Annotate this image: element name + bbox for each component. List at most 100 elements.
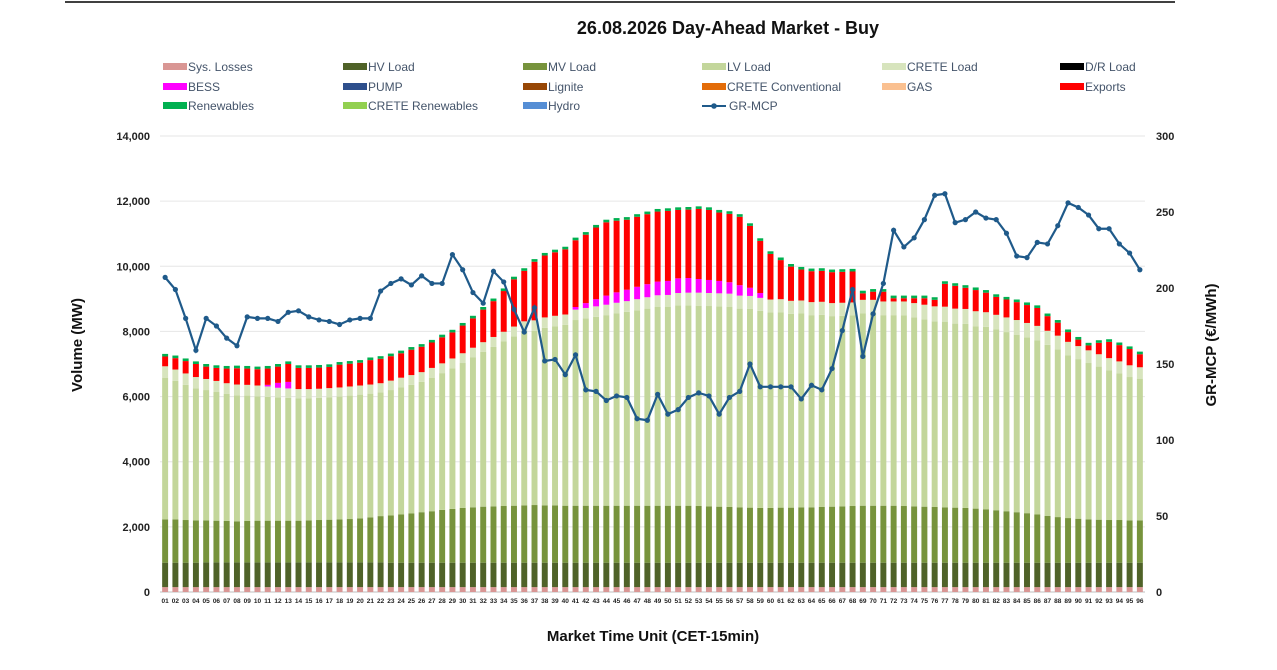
bar-segment	[233, 562, 240, 588]
bar-segment	[808, 587, 815, 592]
bar-segment	[746, 507, 753, 563]
bar-segment	[685, 505, 692, 563]
bar-segment	[1126, 349, 1133, 366]
bar-segment	[1065, 332, 1072, 342]
bar-segment	[1085, 350, 1092, 364]
bar-segment	[839, 269, 846, 272]
bar-segment	[1013, 302, 1020, 321]
bar-segment	[264, 396, 271, 521]
bar-segment	[654, 281, 661, 296]
bar-segment	[685, 562, 692, 588]
bar-segment	[664, 587, 671, 592]
bar-segment	[459, 353, 466, 364]
mcp-point	[552, 356, 558, 363]
bar-segment	[552, 315, 559, 327]
bar-segment	[233, 368, 240, 385]
bar-segment	[931, 297, 938, 300]
bar-segment	[244, 587, 251, 592]
bar-segment	[746, 287, 753, 296]
bar-segment	[982, 312, 989, 327]
legend-marker	[711, 103, 717, 109]
bar-segment	[172, 358, 179, 370]
bar-segment	[870, 587, 877, 592]
x-tick-label: 15	[305, 598, 313, 605]
bar-segment	[664, 562, 671, 588]
bar-segment	[870, 291, 877, 300]
bar-segment	[777, 562, 784, 588]
bar-segment	[203, 520, 210, 563]
bar-segment	[921, 298, 928, 305]
bar-segment	[336, 562, 343, 588]
bar-segment	[428, 367, 435, 378]
x-tick-label: 80	[972, 598, 980, 605]
bar-segment	[213, 587, 220, 592]
mcp-point	[870, 311, 876, 317]
bar-segment	[736, 285, 743, 296]
bar-segment	[428, 342, 435, 368]
bar-segment	[839, 315, 846, 507]
bar-segment	[634, 216, 641, 287]
bar-segment	[285, 364, 292, 382]
bar-segment	[192, 361, 199, 364]
x-tick-label: 63	[798, 598, 806, 605]
mcp-point	[347, 317, 353, 323]
bar-segment	[1065, 341, 1072, 356]
bar-segment	[982, 509, 989, 563]
bar-segment	[1054, 335, 1061, 350]
x-tick-label: 19	[346, 598, 354, 605]
mcp-point	[778, 384, 784, 390]
bar-segment	[1013, 334, 1020, 513]
bar-segment	[736, 562, 743, 588]
x-tick-label: 43	[592, 598, 600, 605]
bar-segment	[316, 520, 323, 563]
bar-segment	[921, 506, 928, 563]
bar-segment	[531, 562, 538, 588]
bar-segment	[972, 326, 979, 509]
legend-swatch	[523, 63, 547, 70]
bar-segment	[295, 562, 302, 588]
bar-segment	[746, 223, 753, 226]
bar-segment	[182, 520, 189, 563]
bar-segment	[1106, 358, 1113, 371]
bar-segment	[1136, 587, 1143, 592]
y2-tick-label: 100	[1156, 435, 1174, 447]
bar-segment	[757, 297, 764, 311]
bar-segment	[613, 218, 620, 221]
bar-segment	[644, 214, 651, 285]
y-tick-label: 0	[144, 587, 150, 599]
bar-segment	[192, 562, 199, 588]
bar-segment	[972, 508, 979, 563]
x-tick-label: 70	[869, 598, 877, 605]
bar-segment	[829, 272, 836, 304]
bar-segment	[500, 506, 507, 563]
bar-segment	[254, 369, 261, 386]
mcp-point	[1044, 241, 1051, 247]
bar-segment	[172, 562, 179, 588]
x-tick-label: 27	[428, 598, 436, 605]
bar-segment	[1024, 302, 1030, 306]
mcp-point	[357, 315, 363, 321]
x-tick-label: 02	[172, 598, 180, 605]
bar-segment	[162, 519, 169, 563]
bar-segment	[346, 386, 353, 396]
bar-segment	[192, 587, 199, 592]
mcp-point	[624, 394, 630, 401]
mcp-point	[942, 191, 948, 197]
bar-segment	[1085, 562, 1092, 588]
bar-segment	[818, 506, 825, 563]
mcp-point	[408, 282, 414, 288]
x-tick-label: 17	[326, 598, 334, 605]
bar-segment	[767, 587, 774, 592]
bar-segment	[521, 321, 528, 332]
bar-segment	[244, 395, 251, 521]
x-tick-label: 04	[192, 598, 200, 605]
bar-segment	[1095, 587, 1102, 592]
x-tick-label: 48	[644, 598, 652, 605]
bar-segment	[213, 367, 220, 381]
bar-segment	[572, 309, 579, 321]
bar-segment	[788, 507, 794, 563]
bar-segment	[408, 562, 415, 588]
bar-segment	[1085, 342, 1092, 346]
mcp-point	[706, 393, 712, 399]
bar-segment	[264, 562, 271, 588]
